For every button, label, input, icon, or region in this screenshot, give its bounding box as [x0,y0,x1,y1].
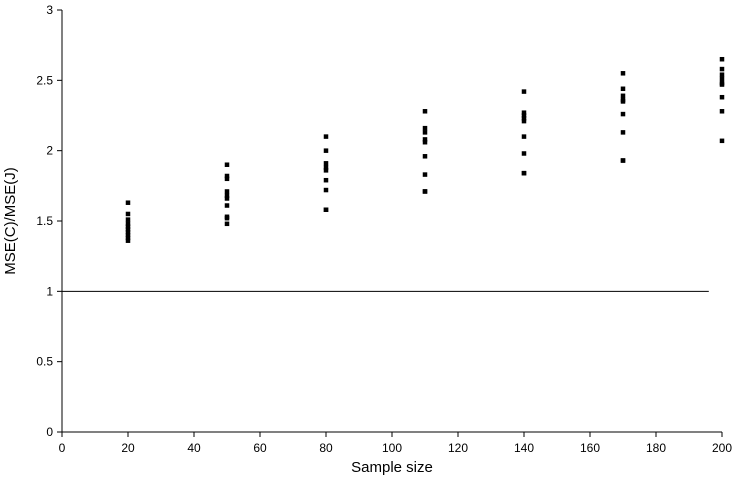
x-tick-label: 40 [187,441,201,455]
data-point [125,227,131,232]
data-point [224,162,230,167]
data-point [719,72,725,77]
data-point [719,56,725,62]
y-axis-title: MSE(C)/MSE(J) [2,167,19,275]
data-point [323,168,329,173]
data-point [224,196,230,201]
data-point [224,203,230,208]
data-point [125,230,131,235]
y-tick-label: 1.5 [36,214,53,228]
data-point [323,177,329,183]
data-point [422,172,428,177]
data-point [521,118,527,124]
data-point [521,134,527,139]
data-point [224,176,230,182]
y-tick-label: 3 [46,3,53,17]
x-tick-label: 80 [319,441,333,455]
y-axis-ticks: 0 0.5 1 1.5 2 2.5 3 [36,3,62,439]
data-points [125,56,725,243]
data-point [521,170,527,176]
data-point [224,221,230,227]
data-point [125,211,131,217]
y-tick-label: 2 [46,144,53,158]
x-tick-label: 0 [59,441,66,455]
data-point [224,193,230,198]
x-tick-label: 160 [580,441,600,455]
data-point [125,235,131,241]
data-point [125,224,131,229]
data-point [620,93,626,99]
data-point [620,111,626,117]
data-point [719,138,725,144]
data-point [422,154,428,159]
data-point [323,187,329,193]
y-tick-label: 2.5 [36,73,53,87]
data-point [620,99,626,104]
data-point [719,66,725,72]
data-point [323,134,329,139]
data-point [323,148,329,153]
data-point [719,109,725,114]
data-point [422,109,428,114]
data-point [719,76,725,82]
data-point [224,173,230,179]
data-point [521,110,527,115]
data-point [323,207,329,212]
data-point [323,165,329,170]
data-point [521,151,527,156]
x-tick-label: 100 [382,441,402,455]
data-point [719,94,725,100]
data-point [620,71,626,76]
y-axis: 0 0.5 1 1.5 2 2.5 3 [36,3,63,439]
y-tick-label: 1 [46,284,53,298]
data-point [125,238,131,243]
x-axis-ticks: 0 20 40 60 80 100 120 140 160 180 200 [59,432,732,455]
data-point [521,113,527,118]
data-point [422,137,428,142]
y-tick-label: 0 [46,425,53,439]
data-point [323,161,329,166]
data-point [719,82,725,87]
data-point [422,125,428,131]
x-axis: 0 20 40 60 80 100 120 140 160 180 200 [59,431,732,455]
x-axis-title: Sample size [351,459,433,476]
data-point [422,130,428,135]
data-point [224,215,230,221]
x-tick-label: 180 [646,441,666,455]
x-tick-label: 140 [514,441,534,455]
data-point [125,217,131,222]
data-point [521,116,527,121]
data-point [620,86,626,92]
data-point [521,89,527,94]
y-tick-label: 0.5 [36,355,53,369]
data-point [422,189,428,194]
data-point [620,130,626,135]
data-point [224,189,230,194]
x-tick-label: 60 [253,441,267,455]
x-tick-label: 120 [448,441,468,455]
data-point [125,200,131,205]
x-tick-label: 200 [712,441,732,455]
x-tick-label: 20 [121,441,135,455]
data-point [125,221,131,227]
data-point [422,139,428,145]
data-point [620,158,626,163]
data-point [125,232,131,238]
